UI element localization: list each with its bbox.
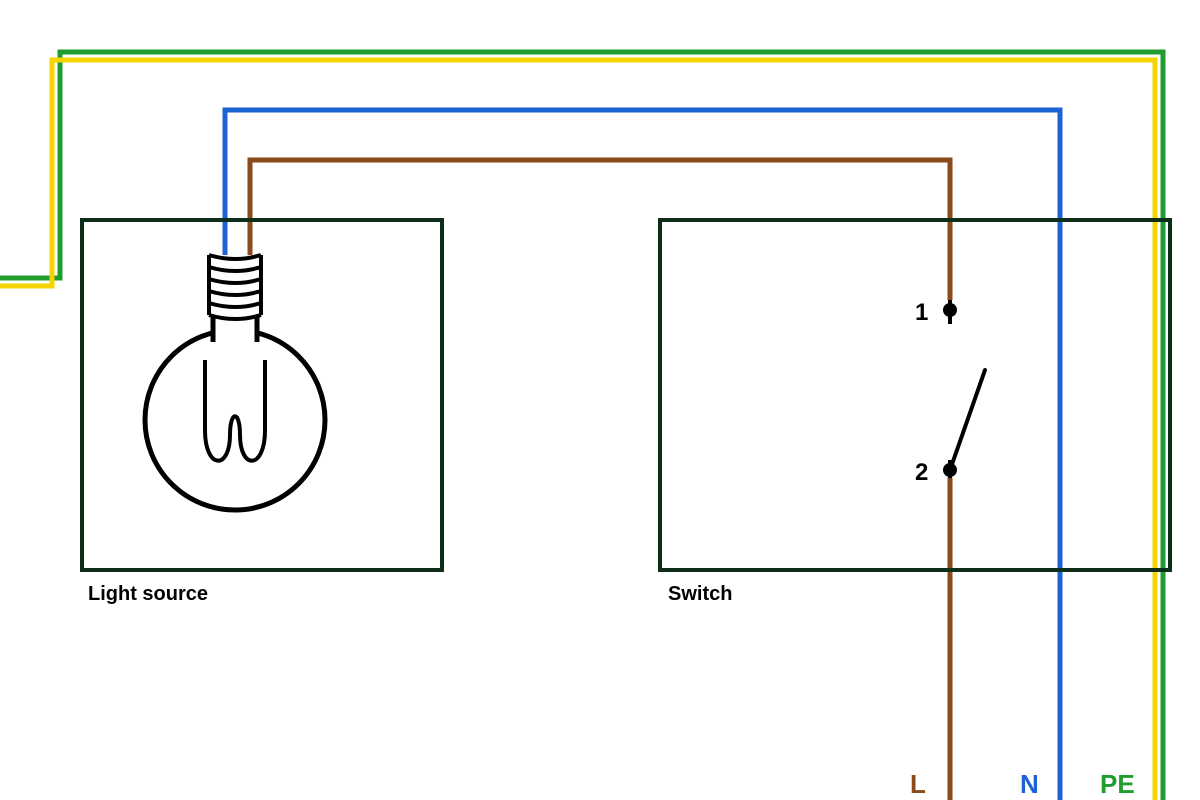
switch-label: Switch bbox=[668, 583, 732, 605]
light-label: Light source bbox=[88, 583, 208, 605]
switch-terminal-1-label: 1 bbox=[915, 299, 928, 326]
wire-label-l: L bbox=[910, 769, 926, 799]
wire-label-n: N bbox=[1020, 769, 1039, 799]
wire-label-pe: PE bbox=[1100, 769, 1135, 799]
wiring-diagram: Light source Switch 1 2 L N PE bbox=[0, 0, 1200, 800]
switch-terminal-2-label: 2 bbox=[915, 459, 928, 486]
